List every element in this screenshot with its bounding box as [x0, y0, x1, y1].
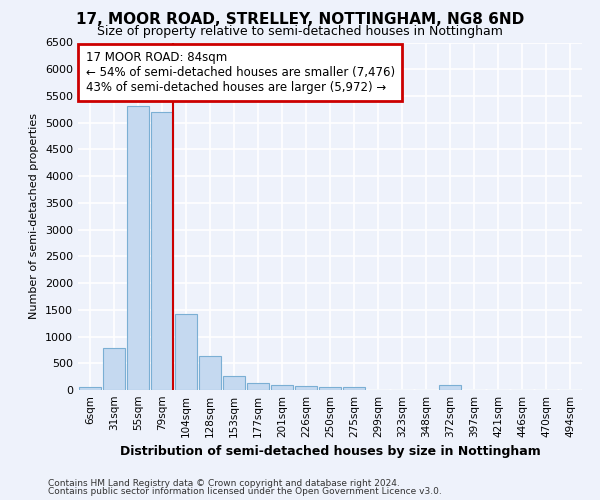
Bar — [175, 314, 197, 390]
Bar — [295, 386, 317, 390]
Bar — [127, 106, 149, 390]
Text: Size of property relative to semi-detached houses in Nottingham: Size of property relative to semi-detach… — [97, 25, 503, 38]
Bar — [319, 386, 341, 390]
Bar — [271, 385, 293, 390]
Bar — [199, 356, 221, 390]
Bar — [79, 387, 101, 390]
Text: Contains public sector information licensed under the Open Government Licence v3: Contains public sector information licen… — [48, 487, 442, 496]
Text: 17 MOOR ROAD: 84sqm
← 54% of semi-detached houses are smaller (7,476)
43% of sem: 17 MOOR ROAD: 84sqm ← 54% of semi-detach… — [86, 51, 395, 94]
Text: Contains HM Land Registry data © Crown copyright and database right 2024.: Contains HM Land Registry data © Crown c… — [48, 478, 400, 488]
Bar — [439, 386, 461, 390]
Text: 17, MOOR ROAD, STRELLEY, NOTTINGHAM, NG8 6ND: 17, MOOR ROAD, STRELLEY, NOTTINGHAM, NG8… — [76, 12, 524, 28]
Bar — [343, 387, 365, 390]
Bar — [151, 112, 173, 390]
Bar — [247, 383, 269, 390]
Bar — [103, 348, 125, 390]
Y-axis label: Number of semi-detached properties: Number of semi-detached properties — [29, 114, 40, 320]
X-axis label: Distribution of semi-detached houses by size in Nottingham: Distribution of semi-detached houses by … — [119, 446, 541, 458]
Bar — [223, 376, 245, 390]
